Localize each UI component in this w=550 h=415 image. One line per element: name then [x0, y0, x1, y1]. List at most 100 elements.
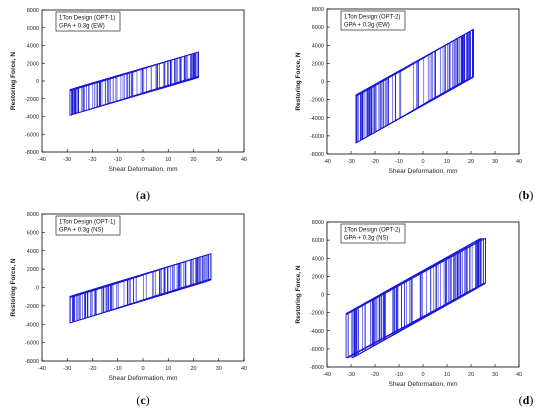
y-tick-label: -2000 — [310, 311, 324, 317]
hysteresis-envelope — [69, 51, 199, 116]
chart-panel-c: -40 -30 -20 -10 0 10 20 30 40 -8000 -6000 -4000 -200… — [0, 207, 275, 415]
y-tick-label: -2000 — [310, 98, 324, 104]
x-tick-label: 40 — [516, 159, 522, 165]
x-tick-label: 0 — [421, 159, 424, 165]
x-axis-label: Shear Deformation, mm — [389, 168, 458, 175]
caption-b: (b) — [518, 188, 534, 202]
x-tick-label: -10 — [114, 157, 122, 163]
y-tick-label: 8000 — [27, 8, 39, 14]
x-tick-label: 10 — [444, 372, 450, 378]
hysteresis-loop — [411, 271, 422, 325]
plot-frame-a — [41, 9, 245, 153]
y-tick-label: 6000 — [312, 25, 324, 31]
x-tick-label: -10 — [395, 159, 403, 165]
hysteresis-envelope — [345, 237, 486, 359]
annotation-box-b — [340, 10, 406, 31]
chart-panel-a: -40 -30 -20 -10 0 10 20 30 40 -8000 -6000 -4000 -200… — [0, 0, 275, 207]
plot-frame-c — [41, 213, 245, 362]
annotation-line: 1Ton Design (OPT-2) — [344, 228, 400, 234]
x-tick-label: -10 — [395, 372, 403, 378]
annotation-line: GPA + 0.3g (EW) — [59, 24, 105, 30]
y-tick-label: -8000 — [25, 359, 39, 365]
y-tick-label: 0 — [321, 80, 324, 86]
hysteresis-chart-a: -40 -30 -20 -10 0 10 20 30 40 -8000 -6000 -4000 -200… — [10, 8, 247, 173]
y-tick-label: 2000 — [27, 267, 39, 273]
x-tick-label: 20 — [468, 372, 474, 378]
y-axis-label: Restoring Force, N — [10, 52, 17, 110]
x-tick-label: -20 — [371, 372, 379, 378]
x-tick-label: 20 — [190, 157, 196, 163]
annotation-line: GPA + 0.3g (EW) — [344, 23, 390, 29]
x-tick-label: -30 — [63, 157, 71, 163]
y-tick-label: 4000 — [312, 43, 324, 49]
x-axis-label: Shear Deformation, mm — [389, 381, 458, 388]
annotation-line: 1Ton Design (OPT-1) — [59, 16, 115, 22]
x-tick-label: -40 — [38, 157, 46, 163]
x-tick-label: -20 — [371, 159, 379, 165]
hysteresis-envelope — [355, 28, 474, 144]
y-tick-label: -6000 — [310, 347, 324, 353]
hysteresis-envelope — [69, 253, 212, 324]
x-axis-label: Shear Deformation, mm — [109, 375, 178, 382]
y-tick-label: 6000 — [312, 238, 324, 244]
y-tick-label: -4000 — [310, 329, 324, 335]
x-tick-label: 10 — [165, 157, 171, 163]
hysteresis-series-a — [69, 51, 199, 116]
y-tick-label: -8000 — [310, 365, 324, 371]
annotation-box-d — [340, 223, 406, 244]
x-tick-label: 0 — [141, 157, 144, 163]
x-tick-label: -30 — [347, 372, 355, 378]
y-tick-label: -4000 — [310, 116, 324, 122]
caption-d: (d) — [518, 393, 534, 407]
chart-panel-d: -40 -30 -20 -10 0 10 20 30 40 -8000 -6000 -4000 -200… — [275, 207, 550, 415]
y-tick-label: 8000 — [312, 220, 324, 226]
caption-c: (c) — [136, 393, 150, 407]
y-tick-label: 2000 — [312, 274, 324, 280]
plot-frame-b — [326, 8, 520, 155]
annotation-line: 1Ton Design (OPT-2) — [344, 15, 400, 21]
y-tick-label: 4000 — [27, 249, 39, 255]
y-tick-label: 8000 — [312, 7, 324, 13]
y-tick-label: 4000 — [312, 256, 324, 262]
y-tick-label: -6000 — [25, 132, 39, 138]
caption-a: (a) — [136, 188, 150, 202]
y-tick-label: -2000 — [25, 97, 39, 103]
y-axis-label: Restoring Force, N — [10, 258, 17, 316]
x-tick-label: 10 — [165, 366, 171, 372]
x-tick-label: 40 — [516, 372, 522, 378]
hysteresis-series-b — [355, 28, 474, 144]
plot-frame-d — [326, 221, 520, 368]
x-tick-label: 30 — [216, 157, 222, 163]
hysteresis-chart-b: -40 -30 -20 -10 0 10 20 30 40 -8000 -6000 -4000 -200… — [295, 7, 522, 175]
x-tick-label: 30 — [492, 372, 498, 378]
annotation-line: 1Ton Design (OPT-1) — [59, 220, 115, 226]
x-tick-label: 30 — [492, 159, 498, 165]
y-axis-label: Restoring Force, N — [295, 265, 302, 323]
x-tick-label: -30 — [347, 159, 355, 165]
y-tick-label: 6000 — [27, 230, 39, 236]
y-tick-label: -2000 — [25, 304, 39, 310]
x-tick-label: 30 — [216, 366, 222, 372]
y-tick-label: 0 — [321, 293, 324, 299]
x-tick-label: -40 — [323, 372, 331, 378]
x-tick-label: 40 — [241, 366, 247, 372]
hysteresis-series-c — [69, 253, 212, 324]
annotation-line: GPA + 0.3g (NS) — [344, 236, 388, 242]
hysteresis-chart-d: -40 -30 -20 -10 0 10 20 30 40 -8000 -6000 -4000 -200… — [295, 220, 522, 388]
y-tick-label: 4000 — [27, 44, 39, 50]
x-tick-label: -20 — [89, 157, 97, 163]
hysteresis-loop — [354, 239, 479, 357]
y-tick-label: 2000 — [27, 61, 39, 67]
y-tick-label: -6000 — [310, 134, 324, 140]
x-tick-label: 20 — [468, 159, 474, 165]
x-axis-label: Shear Deformation, mm — [109, 166, 178, 173]
y-tick-label: 2000 — [312, 61, 324, 67]
hysteresis-series-d — [345, 237, 486, 359]
x-tick-label: 0 — [141, 366, 144, 372]
y-tick-label: -6000 — [25, 341, 39, 347]
y-tick-label: 0 — [36, 79, 39, 85]
y-tick-label: -8000 — [25, 150, 39, 156]
y-tick-label: 6000 — [27, 26, 39, 32]
hysteresis-chart-c: -40 -30 -20 -10 0 10 20 30 40 -8000 -6000 -4000 -200… — [10, 212, 247, 382]
annotation-box-c — [55, 215, 121, 236]
